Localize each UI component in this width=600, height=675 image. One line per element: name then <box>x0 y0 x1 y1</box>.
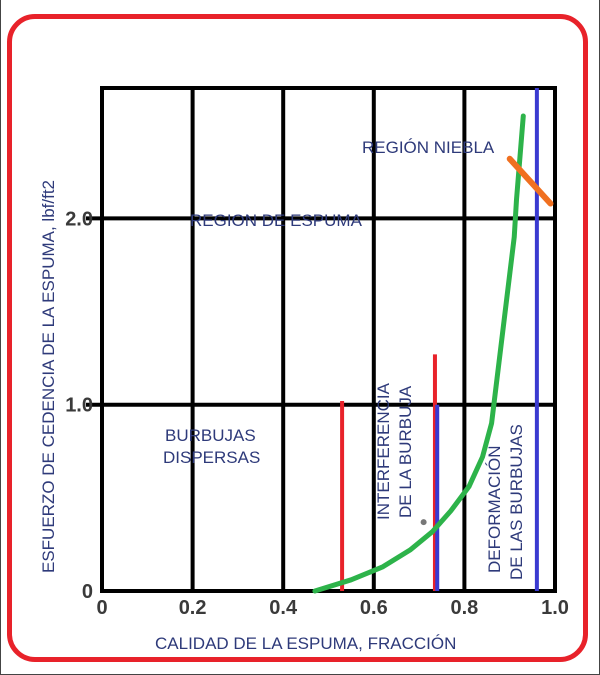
label-interferencia-2: DE LA BURBUJA <box>396 385 415 518</box>
label-deformacion-2: DE LAS BURBUJAS <box>507 424 526 580</box>
x-tick-label: 0.8 <box>450 597 478 619</box>
label-region-niebla: REGIÓN NIEBLA <box>362 138 495 157</box>
label-interferencia-1: INTERFERENCIA <box>374 382 393 520</box>
y-tick-label: 2.0 <box>65 208 93 230</box>
series-line <box>312 113 526 594</box>
x-tick-label: 1.0 <box>541 597 569 619</box>
y-tick-label: 0 <box>82 581 93 603</box>
orange-segment <box>506 155 554 207</box>
x-tick-label: 0 <box>96 597 107 619</box>
point-marker <box>420 519 427 526</box>
x-axis-title: CALIDAD DE LA ESPUMA, FRACCIÓN <box>155 634 456 653</box>
text-layer: BURBUJAS DISPERSAS REGION DE ESPUMA REGI… <box>39 138 526 653</box>
grid-layer <box>86 86 557 593</box>
label-burbujas-2: DISPERSAS <box>163 448 260 467</box>
plot-frame <box>100 86 557 593</box>
y-axis-title: ESFUERZO DE CEDENCIA DE LA ESPUMA, lbf/f… <box>39 180 58 573</box>
x-tick-label: 0.2 <box>179 597 207 619</box>
y-tick-label: 1.0 <box>65 395 93 417</box>
tick-layer: 0 0.2 0.4 0.6 0.8 1.0 0 1.0 2.0 <box>65 208 569 619</box>
label-burbujas-1: BURBUJAS <box>165 426 256 445</box>
x-tick-label: 0.4 <box>269 597 298 619</box>
label-region-espuma: REGION DE ESPUMA <box>190 211 363 230</box>
marks-layer <box>312 88 554 594</box>
x-tick-label: 0.6 <box>360 597 388 619</box>
label-deformacion-1: DEFORMACIÓN <box>485 446 504 574</box>
